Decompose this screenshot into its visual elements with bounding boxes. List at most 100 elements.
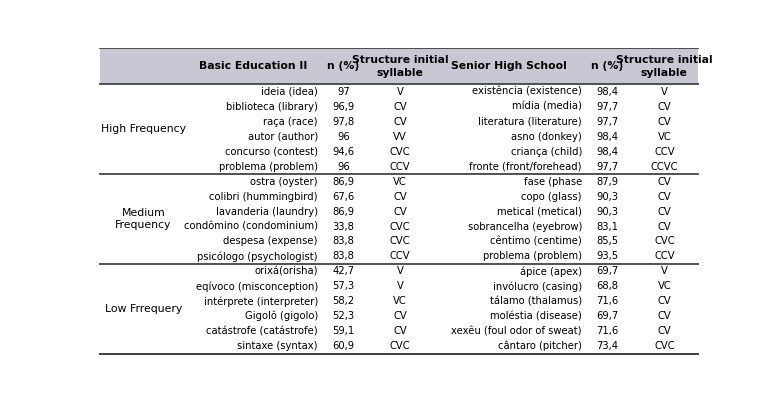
Text: criança (child): criança (child) — [510, 147, 582, 157]
Text: problema (problem): problema (problem) — [483, 251, 582, 261]
Text: CV: CV — [393, 311, 407, 321]
Text: 67,6: 67,6 — [333, 192, 354, 201]
Text: CCV: CCV — [390, 251, 410, 261]
Text: tálamo (thalamus): tálamo (thalamus) — [490, 296, 582, 306]
Text: CVC: CVC — [390, 237, 410, 247]
Text: CV: CV — [657, 102, 671, 112]
Text: autor (author): autor (author) — [248, 132, 318, 142]
Text: 97,8: 97,8 — [333, 117, 354, 127]
Text: VC: VC — [657, 132, 671, 142]
Text: CCV: CCV — [654, 251, 674, 261]
Text: catástrofe (catástrofe): catástrofe (catástrofe) — [206, 326, 318, 336]
Text: 59,1: 59,1 — [333, 326, 354, 336]
Text: 96: 96 — [337, 162, 350, 172]
Text: sintaxe (syntax): sintaxe (syntax) — [237, 341, 318, 351]
Text: CCVC: CCVC — [650, 162, 678, 172]
Text: 98,4: 98,4 — [597, 87, 618, 97]
Text: CV: CV — [657, 221, 671, 231]
Text: CV: CV — [657, 177, 671, 187]
Text: 97,7: 97,7 — [597, 102, 618, 112]
Text: Gigolô (gigolo): Gigolô (gigolo) — [245, 311, 318, 322]
Text: existência (existence): existência (existence) — [472, 87, 582, 97]
Text: eqívoco (misconception): eqívoco (misconception) — [196, 281, 318, 292]
Text: n (%): n (%) — [327, 61, 360, 71]
Text: 73,4: 73,4 — [597, 341, 618, 351]
Text: CCV: CCV — [390, 162, 410, 172]
Text: fronte (front/forehead): fronte (front/forehead) — [469, 162, 582, 172]
Text: Structure initial
syllable: Structure initial syllable — [616, 55, 713, 78]
Text: 93,5: 93,5 — [597, 251, 618, 261]
Text: psicólogo (psychologist): psicólogo (psychologist) — [197, 251, 318, 262]
Text: 87,9: 87,9 — [597, 177, 618, 187]
Text: V: V — [397, 267, 404, 277]
Text: concurso (contest): concurso (contest) — [225, 147, 318, 157]
Text: Senior High School: Senior High School — [451, 61, 567, 71]
Text: CVC: CVC — [390, 341, 410, 351]
Text: literatura (literature): literatura (literature) — [479, 117, 582, 127]
Text: 71,6: 71,6 — [597, 296, 618, 306]
Text: 98,4: 98,4 — [597, 132, 618, 142]
Text: 97,7: 97,7 — [597, 162, 618, 172]
Text: 69,7: 69,7 — [597, 311, 618, 321]
Text: CV: CV — [393, 117, 407, 127]
Text: 83,8: 83,8 — [333, 237, 354, 247]
Text: copo (glass): copo (glass) — [521, 192, 582, 201]
Text: 68,8: 68,8 — [597, 281, 618, 291]
Text: V: V — [661, 267, 667, 277]
Text: intérprete (interpreter): intérprete (interpreter) — [204, 296, 318, 306]
Text: 60,9: 60,9 — [333, 341, 354, 351]
Text: 85,5: 85,5 — [597, 237, 618, 247]
Text: 96,9: 96,9 — [333, 102, 354, 112]
Text: CVC: CVC — [654, 237, 674, 247]
Text: 96: 96 — [337, 132, 350, 142]
Text: sobrancelha (eyebrow): sobrancelha (eyebrow) — [468, 221, 582, 231]
Text: CV: CV — [393, 192, 407, 201]
Text: CV: CV — [657, 192, 671, 201]
Text: CV: CV — [393, 326, 407, 336]
Text: biblioteca (library): biblioteca (library) — [226, 102, 318, 112]
Text: 90,3: 90,3 — [597, 192, 618, 201]
Text: 94,6: 94,6 — [333, 147, 354, 157]
Text: mídia (media): mídia (media) — [512, 102, 582, 112]
Text: Basic Education II: Basic Education II — [199, 61, 308, 71]
Text: moléstia (disease): moléstia (disease) — [490, 311, 582, 321]
Text: cêntimo (centime): cêntimo (centime) — [490, 237, 582, 247]
Text: VC: VC — [393, 296, 407, 306]
Text: 58,2: 58,2 — [333, 296, 354, 306]
Text: Medium
Frequency: Medium Frequency — [115, 208, 172, 230]
Text: 86,9: 86,9 — [333, 177, 354, 187]
Text: problema (problem): problema (problem) — [219, 162, 318, 172]
Text: 86,9: 86,9 — [333, 207, 354, 217]
Text: 42,7: 42,7 — [333, 267, 354, 277]
Text: despesa (expense): despesa (expense) — [224, 237, 318, 247]
Text: CVC: CVC — [390, 221, 410, 231]
Text: colibri (hummingbird): colibri (hummingbird) — [209, 192, 318, 201]
Text: Structure initial
syllable: Structure initial syllable — [352, 55, 448, 78]
Text: cântaro (pitcher): cântaro (pitcher) — [498, 341, 582, 352]
Text: CV: CV — [657, 326, 671, 336]
Text: n (%): n (%) — [591, 61, 624, 71]
Text: CVC: CVC — [390, 147, 410, 157]
Text: CCV: CCV — [654, 147, 674, 157]
Text: CV: CV — [657, 207, 671, 217]
Text: 97: 97 — [337, 87, 350, 97]
Text: lavanderia (laundry): lavanderia (laundry) — [216, 207, 318, 217]
Text: xexêu (foul odor of sweat): xexêu (foul odor of sweat) — [451, 326, 582, 336]
Text: 97,7: 97,7 — [597, 117, 618, 127]
Text: 33,8: 33,8 — [333, 221, 354, 231]
Text: invólucro (casing): invólucro (casing) — [493, 281, 582, 292]
Text: metical (metical): metical (metical) — [497, 207, 582, 217]
Text: ápice (apex): ápice (apex) — [520, 266, 582, 277]
Text: ideia (idea): ideia (idea) — [261, 87, 318, 97]
Text: 69,7: 69,7 — [597, 267, 618, 277]
Text: CVC: CVC — [654, 341, 674, 351]
Text: VV: VV — [393, 132, 407, 142]
Text: 98,4: 98,4 — [597, 147, 618, 157]
Text: 90,3: 90,3 — [597, 207, 618, 217]
Bar — [100, 49, 698, 85]
Text: condômino (condominium): condômino (condominium) — [184, 221, 318, 231]
Text: CV: CV — [393, 102, 407, 112]
Text: CV: CV — [393, 207, 407, 217]
Text: raça (race): raça (race) — [263, 117, 318, 127]
Text: V: V — [661, 87, 667, 97]
